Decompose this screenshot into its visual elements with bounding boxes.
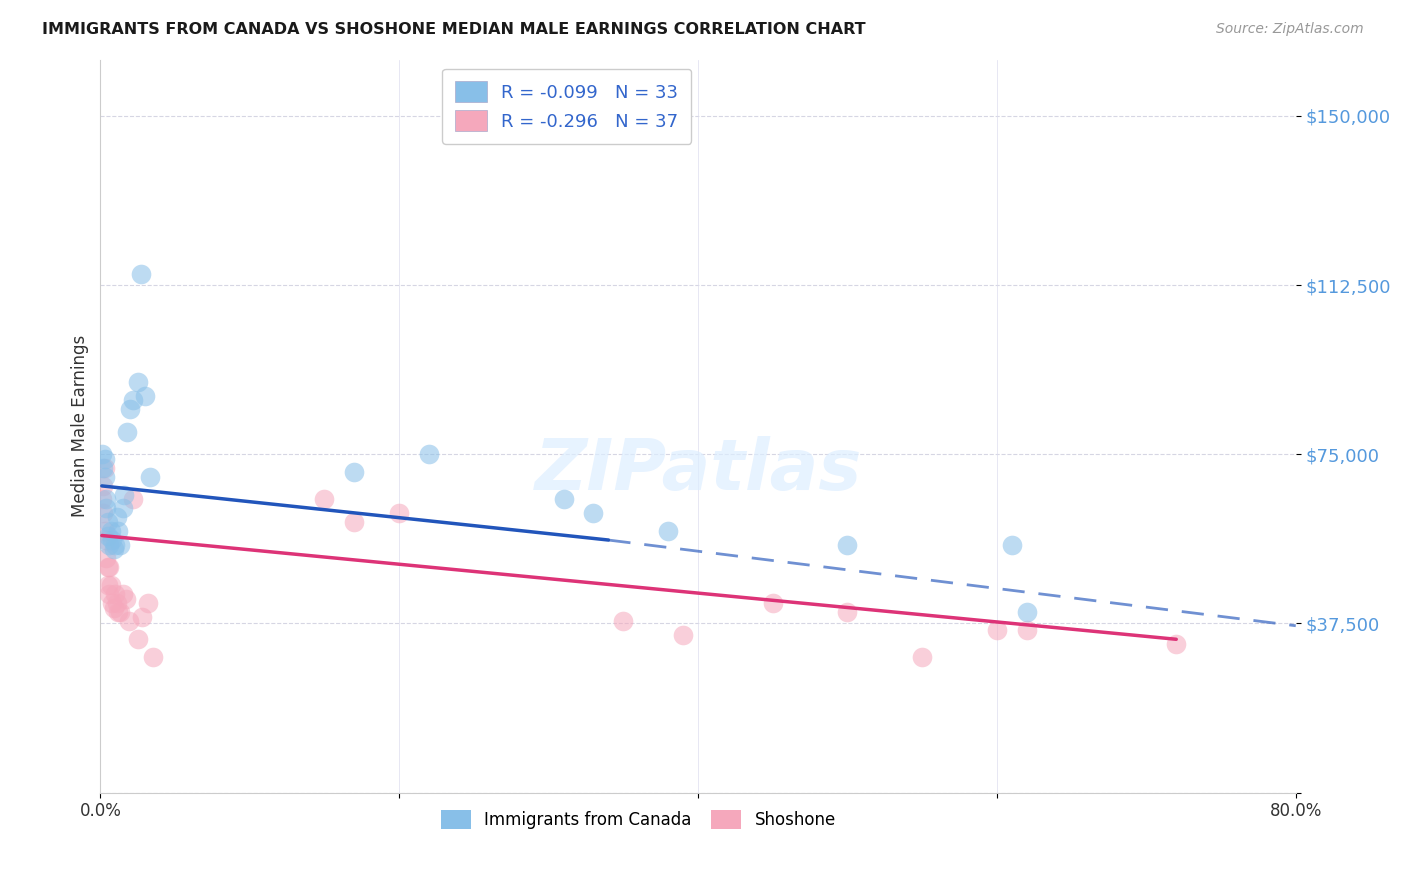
Point [1166,637,1188,651]
Point [104,537,127,551]
Point [98,560,121,574]
Point [111,501,134,516]
Point [91,461,114,475]
Point [120,402,142,417]
Point [553,492,575,507]
Point [612,614,634,628]
Point [122,492,145,507]
Point [127,632,149,647]
Point [97,578,120,592]
Point [97,528,120,542]
Point [657,524,679,538]
Point [94,470,117,484]
Point [98,587,121,601]
Point [127,375,149,389]
Point [97,515,120,529]
Point [96,533,118,547]
Point [97,560,120,574]
Point [136,596,159,610]
Point [98,537,121,551]
Point [107,524,129,538]
Point [343,515,366,529]
Point [90,447,112,461]
Point [91,506,114,520]
Point [101,596,124,610]
Point [112,488,135,502]
Point [90,492,112,507]
Point [131,609,153,624]
Point [134,389,156,403]
Point [1001,537,1024,551]
Text: Source: ZipAtlas.com: Source: ZipAtlas.com [1216,22,1364,37]
Point [138,470,160,484]
Point [91,479,114,493]
Point [142,650,165,665]
Point [418,447,440,461]
Point [105,596,128,610]
Point [122,393,145,408]
Point [100,578,122,592]
Legend: Immigrants from Canada, Shoshone: Immigrants from Canada, Shoshone [434,803,842,836]
Point [108,537,131,551]
Point [1015,624,1038,638]
Point [118,614,141,628]
Point [986,624,1008,638]
Point [837,605,859,619]
Point [672,628,695,642]
Point [111,587,134,601]
Point [343,466,366,480]
Point [837,537,859,551]
Point [96,551,118,566]
Point [911,650,934,665]
Point [103,600,125,615]
Point [314,492,336,507]
Point [105,510,128,524]
Point [94,451,117,466]
Text: IMMIGRANTS FROM CANADA VS SHOSHONE MEDIAN MALE EARNINGS CORRELATION CHART: IMMIGRANTS FROM CANADA VS SHOSHONE MEDIA… [42,22,866,37]
Point [96,492,118,507]
Point [1015,605,1038,619]
Text: ZIPatlas: ZIPatlas [534,435,862,505]
Point [388,506,411,520]
Point [762,596,785,610]
Point [107,605,129,619]
Point [117,425,139,439]
Point [100,524,122,538]
Point [108,605,131,619]
Y-axis label: Median Male Earnings: Median Male Earnings [72,335,89,517]
Point [104,587,127,601]
Point [114,591,136,606]
Point [94,524,117,538]
Point [129,267,152,281]
Point [103,542,125,557]
Point [96,501,118,516]
Point [94,461,117,475]
Point [582,506,605,520]
Point [101,533,124,547]
